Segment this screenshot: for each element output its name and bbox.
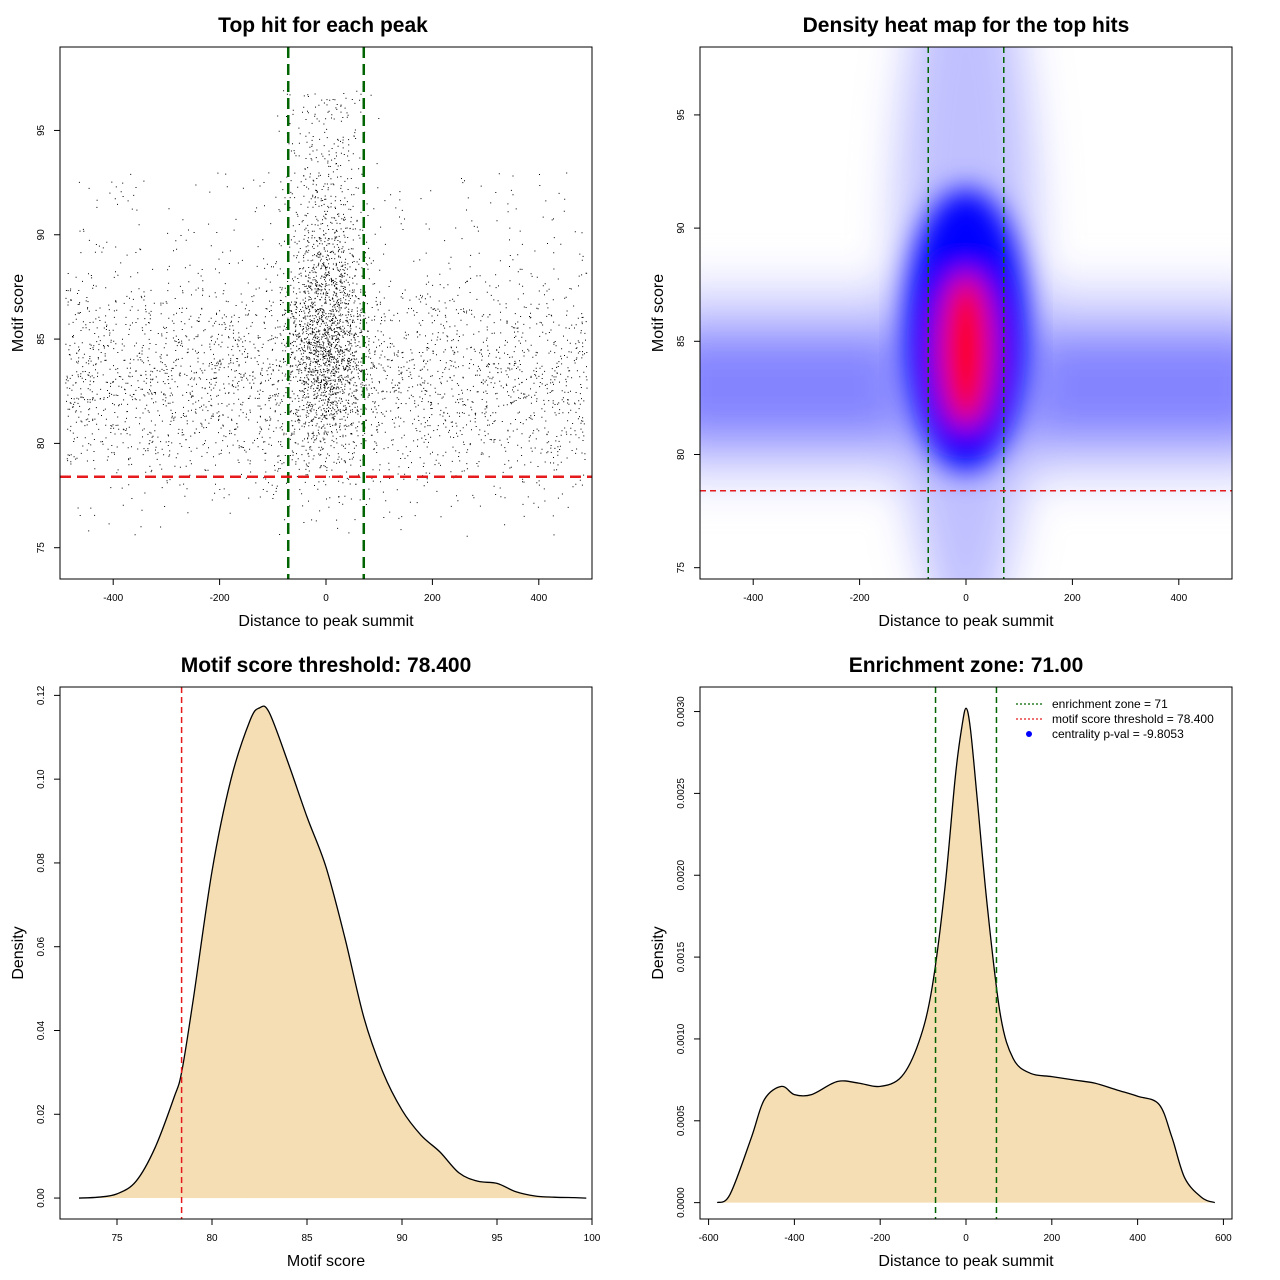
heatmap-core-layer [904,188,1028,472]
y-tick-label: 0.10 [36,769,47,789]
x-tick-label: 0 [323,593,329,604]
x-tick-label: 100 [584,1233,601,1244]
heatmap-reference-lines [700,47,1232,579]
distance-density-reference-lines [934,687,998,1219]
score-density-ticks: 75 80 85 90 95 100 0.00 0.02 0.04 0.06 0.08 0.10 0.1… [36,685,601,1244]
x-tick-label: 600 [1215,1233,1232,1244]
y-tick-label: 80 [36,437,47,449]
legend-label-threshold: motif score threshold = 78.400 [1052,712,1214,726]
scatter-xlabel: Distance to peak summit [238,613,414,630]
heatmap-density [700,47,1232,579]
score-density-panel: Motif score threshold: 78.400 75 80 85 90 95… [10,654,601,1270]
y-tick-label: 75 [676,562,687,574]
score-density-xlabel: Motif score [287,1253,365,1270]
x-tick-label: 0 [963,593,969,604]
scatter-points [65,90,588,537]
y-tick-label: 90 [676,222,687,234]
y-tick-label: 0.0020 [676,860,687,891]
heatmap-title: Density heat map for the top hits [803,14,1130,37]
x-tick-label: 200 [424,593,441,604]
y-tick-label: 80 [676,448,687,460]
y-tick-label: 0.0025 [676,778,687,809]
legend-label-pval: centrality p-val = -9.8053 [1052,727,1184,741]
y-tick-label: 0.0015 [676,941,687,972]
x-tick-label: -200 [870,1233,890,1244]
x-tick-label: 0 [963,1233,969,1244]
y-tick-label: 0.00 [36,1188,47,1208]
score-density-title: Motif score threshold: 78.400 [181,654,472,677]
x-tick-label: -400 [784,1233,804,1244]
distance-density-legend: enrichment zone = 71 motif score thresho… [1016,697,1214,741]
x-tick-label: 400 [1129,1233,1146,1244]
y-tick-label: 0.04 [36,1020,47,1040]
heatmap-xlabel: Distance to peak summit [878,613,1054,630]
heatmap-red-core [940,273,992,428]
distance-density-xlabel: Distance to peak summit [878,1253,1054,1270]
density-curve [716,707,1216,1204]
x-tick-label: 400 [1170,593,1187,604]
y-tick-label: 95 [676,109,687,121]
heatmap-ticks: -400 -200 0 200 400 75 80 85 90 95 [676,109,1188,604]
y-tick-label: 0.0005 [676,1105,687,1136]
distance-density-panel: Enrichment zone: 71.00 -600 -400 -200 0 200 4… [650,654,1233,1270]
distance-density-title: Enrichment zone: 71.00 [849,654,1084,677]
y-tick-label: 0.0000 [676,1187,687,1218]
density-curve [78,705,587,1199]
score-density-ylabel: Density [10,926,27,979]
x-tick-label: -400 [103,593,123,604]
x-tick-label: -600 [699,1233,719,1244]
y-tick-label: 75 [36,542,47,554]
x-tick-label: 85 [301,1233,313,1244]
x-tick-label: -200 [210,593,230,604]
y-tick-label: 0.06 [36,937,47,957]
distance-density-area [716,707,1216,1204]
scatter-ylabel: Motif score [10,274,27,352]
y-tick-label: 90 [36,229,47,241]
x-tick-label: -400 [743,593,763,604]
density-fill [717,708,1215,1203]
scatter-point-cloud [65,90,588,537]
y-tick-label: 0.02 [36,1104,47,1124]
x-tick-label: 90 [396,1233,408,1244]
distance-density-ylabel: Density [650,926,667,979]
distance-density-ticks: -600 -400 -200 0 200 400 600 0.0000 0.0005 0.0010… [676,696,1232,1244]
x-tick-label: 200 [1043,1233,1060,1244]
y-tick-label: 0.12 [36,685,47,705]
x-tick-label: 75 [111,1233,123,1244]
x-tick-label: 80 [206,1233,218,1244]
x-tick-label: 95 [491,1233,503,1244]
score-density-area [78,705,587,1199]
scatter-reference-lines [60,47,592,579]
y-tick-label: 0.08 [36,853,47,873]
y-tick-label: 85 [676,335,687,347]
scatter-panel: Top hit for each peak -400 -200 0 200 400 75 8… [10,14,593,630]
x-tick-label: -200 [850,593,870,604]
heatmap-ylabel: Motif score [650,274,667,352]
y-tick-label: 0.0030 [676,696,687,727]
legend-label-enrichment-zone: enrichment zone = 71 [1052,697,1168,711]
x-tick-label: 200 [1064,593,1081,604]
y-tick-label: 0.0010 [676,1023,687,1054]
scatter-title: Top hit for each peak [218,14,428,37]
density-fill [79,706,587,1199]
y-tick-label: 85 [36,333,47,345]
x-tick-label: 400 [530,593,547,604]
legend-key-pval-point [1026,731,1032,737]
heatmap-panel: Density heat map for the top hits -400 -2… [650,14,1233,630]
scatter-ticks: -400 -200 0 200 400 75 80 85 90 95 [36,124,548,604]
y-tick-label: 95 [36,124,47,136]
